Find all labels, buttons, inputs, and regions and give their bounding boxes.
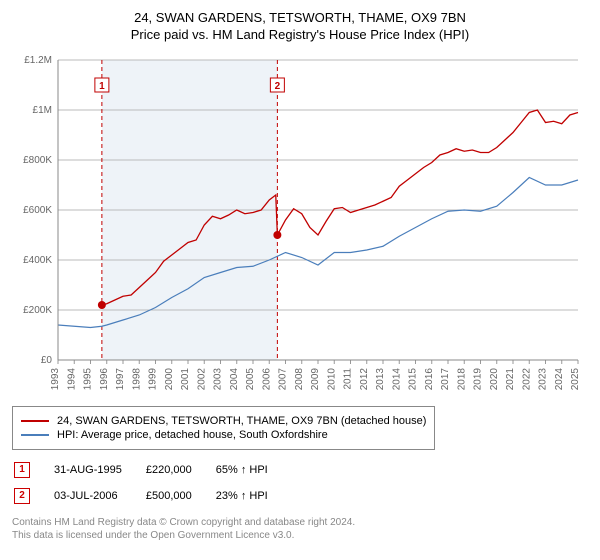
- chart-title: 24, SWAN GARDENS, TETSWORTH, THAME, OX9 …: [12, 10, 588, 25]
- svg-text:2016: 2016: [424, 368, 435, 391]
- svg-text:1998: 1998: [131, 368, 142, 391]
- price-chart: £0 £200K £400K £600K £800K £1M £1.2M 1993 1994 19…: [12, 50, 588, 400]
- svg-text:2001: 2001: [180, 368, 191, 391]
- svg-text:2021: 2021: [505, 368, 516, 391]
- svg-text:2020: 2020: [489, 368, 500, 391]
- svg-text:2009: 2009: [310, 368, 321, 391]
- svg-text:1996: 1996: [99, 368, 110, 391]
- svg-text:£0: £0: [41, 355, 53, 366]
- svg-text:2015: 2015: [408, 368, 419, 391]
- svg-text:2025: 2025: [570, 368, 581, 391]
- transactions-table: 1 31-AUG-1995£220,00065% ↑ HPI 2 03-JUL-200…: [12, 456, 292, 510]
- legend-label: HPI: Average price, detached house, Sout…: [57, 429, 328, 441]
- transaction-delta: 65% ↑ HPI: [216, 458, 290, 482]
- marker-badge: 2: [14, 488, 30, 504]
- svg-text:2011: 2011: [343, 368, 354, 390]
- svg-text:1997: 1997: [115, 368, 126, 391]
- legend-swatch: [21, 420, 49, 422]
- transaction-delta: 23% ↑ HPI: [216, 484, 290, 508]
- table-row: 1 31-AUG-1995£220,00065% ↑ HPI: [14, 458, 290, 482]
- transaction-price: £500,000: [146, 484, 214, 508]
- svg-text:2017: 2017: [440, 368, 451, 391]
- svg-text:2004: 2004: [229, 368, 240, 391]
- svg-text:£1.2M: £1.2M: [24, 55, 52, 66]
- table-row: 2 03-JUL-2006£500,00023% ↑ HPI: [14, 484, 290, 508]
- svg-text:2005: 2005: [245, 368, 256, 391]
- svg-text:2008: 2008: [294, 368, 305, 391]
- svg-text:1993: 1993: [50, 368, 61, 391]
- svg-text:£400K: £400K: [23, 255, 52, 266]
- svg-text:2012: 2012: [359, 368, 370, 391]
- svg-text:£200K: £200K: [23, 305, 52, 316]
- svg-text:2010: 2010: [326, 368, 337, 391]
- svg-text:2013: 2013: [375, 368, 386, 391]
- transaction-date: 03-JUL-2006: [54, 484, 144, 508]
- chart-subtitle: Price paid vs. HM Land Registry's House …: [12, 27, 588, 42]
- copyright-line: This data is licensed under the Open Gov…: [12, 529, 588, 542]
- svg-text:1995: 1995: [83, 368, 94, 391]
- legend-swatch: [21, 434, 49, 436]
- svg-text:1999: 1999: [148, 368, 159, 391]
- svg-text:£600K: £600K: [23, 205, 52, 216]
- svg-text:2022: 2022: [521, 368, 532, 391]
- chart-title-block: 24, SWAN GARDENS, TETSWORTH, THAME, OX9 …: [12, 10, 588, 42]
- legend-label: 24, SWAN GARDENS, TETSWORTH, THAME, OX9 …: [57, 415, 426, 427]
- copyright-notice: Contains HM Land Registry data © Crown c…: [12, 516, 588, 542]
- svg-text:2006: 2006: [261, 368, 272, 391]
- svg-text:2024: 2024: [554, 368, 565, 391]
- svg-text:2014: 2014: [391, 368, 402, 391]
- legend-item: 24, SWAN GARDENS, TETSWORTH, THAME, OX9 …: [21, 415, 426, 427]
- svg-text:2018: 2018: [456, 368, 467, 391]
- svg-text:1994: 1994: [66, 368, 77, 391]
- transaction-price: £220,000: [146, 458, 214, 482]
- svg-text:2019: 2019: [473, 368, 484, 391]
- legend-item: HPI: Average price, detached house, Sout…: [21, 429, 426, 441]
- svg-text:2007: 2007: [278, 368, 289, 391]
- svg-text:2000: 2000: [164, 368, 175, 391]
- copyright-line: Contains HM Land Registry data © Crown c…: [12, 516, 588, 529]
- svg-text:2: 2: [275, 81, 281, 92]
- svg-text:£800K: £800K: [23, 155, 52, 166]
- transaction-date: 31-AUG-1995: [54, 458, 144, 482]
- svg-text:2023: 2023: [538, 368, 549, 391]
- svg-text:2003: 2003: [213, 368, 224, 391]
- marker-badge: 1: [14, 462, 30, 478]
- svg-text:1: 1: [99, 81, 105, 92]
- svg-text:£1M: £1M: [33, 105, 52, 116]
- chart-legend: 24, SWAN GARDENS, TETSWORTH, THAME, OX9 …: [12, 406, 435, 450]
- svg-text:2002: 2002: [196, 368, 207, 391]
